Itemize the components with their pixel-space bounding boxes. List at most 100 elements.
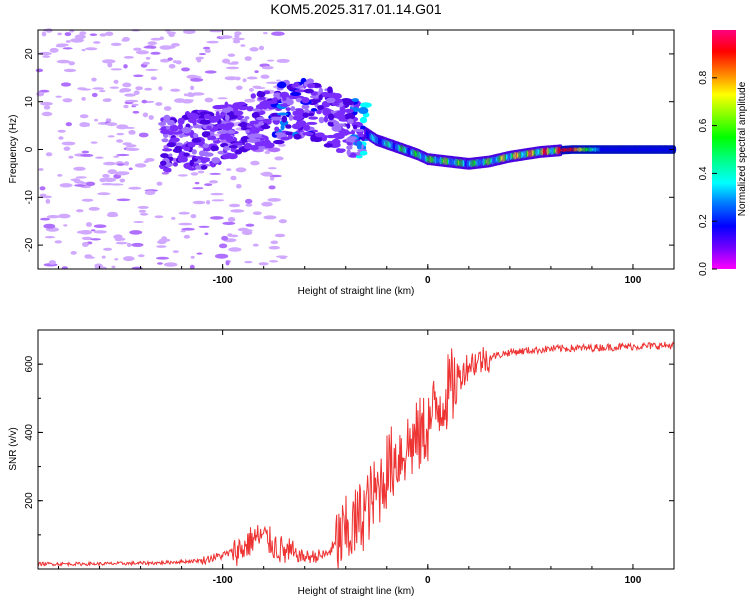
spectrogram-noise-blob (119, 88, 132, 93)
spectrogram-energy-blob (359, 150, 368, 156)
spectrogram-noise-blob (74, 184, 87, 187)
spectrogram-energy-blob (352, 124, 358, 130)
colorbar-tick-label: 0.0 (698, 262, 709, 276)
spectrogram-energy-blob (294, 89, 306, 93)
spectrogram-noise-blob (173, 60, 177, 64)
spectrogram-energy-blob (293, 133, 302, 140)
colorbar-gradient (712, 30, 736, 269)
spectrogram-noise-blob (150, 51, 161, 55)
spectrogram-noise-blob (244, 260, 253, 264)
x-tick-label: 0 (425, 275, 431, 286)
spectrogram-noise-blob (94, 263, 103, 269)
spectrogram-noise-blob (222, 58, 231, 64)
spectrogram-energy-blob (281, 115, 288, 123)
spectrogram-energy-blob (353, 107, 359, 113)
spectrogram-marks (35, 28, 677, 270)
spectrogram-noise-blob (128, 186, 142, 190)
spectrogram-energy-blob (347, 136, 358, 141)
spectrogram-energy-blob (280, 124, 285, 131)
spectrogram-energy-blob (258, 140, 270, 144)
spectrogram-energy-blob (307, 83, 316, 89)
spectrogram-energy-blob (165, 125, 171, 130)
spectrogram-energy-blob (359, 116, 368, 124)
spectrogram-energy-blob (302, 112, 310, 118)
spectrogram-energy-blob (189, 159, 194, 167)
snr-xlabel: Height of straight line (km) (298, 586, 415, 597)
spectrogram-noise-blob (90, 229, 96, 232)
spectrogram-noise-blob (142, 112, 149, 118)
spectrogram-energy-blob (225, 114, 230, 122)
spectrogram-noise-blob (211, 199, 225, 202)
spectrogram-noise-blob (123, 64, 128, 69)
spectrogram-noise-blob (171, 216, 176, 220)
spectrogram-noise-blob (132, 110, 140, 114)
spectrogram-noise-blob (79, 114, 89, 119)
spectrogram-noise-blob (261, 108, 273, 112)
spectrogram-energy-blob (232, 110, 244, 116)
spectrogram-noise-blob (55, 95, 62, 98)
spectrogram-noise-blob (82, 242, 89, 247)
spectrogram-noise-blob (276, 58, 290, 63)
spectrogram-noise-blob (232, 37, 245, 41)
spectrogram-noise-blob (131, 242, 144, 247)
spectrogram-noise-blob (278, 219, 287, 224)
spectrogram-noise-blob (190, 214, 197, 219)
spectrogram-noise-blob (124, 99, 139, 103)
spectrogram-noise-blob (242, 78, 247, 83)
spectrogram-noise-blob (46, 215, 60, 219)
spectrogram-energy-blob (285, 124, 292, 129)
spectrogram-noise-blob (246, 76, 258, 80)
spectrogram-energy-blob (251, 111, 260, 119)
spectrogram-energy-blob (262, 105, 268, 110)
snr-y-tick-label: 200 (24, 492, 35, 509)
spectrogram-noise-blob (270, 240, 279, 245)
spectrogram-energy-blob (207, 135, 212, 141)
spectrogram-noise-blob (244, 98, 256, 103)
spectrogram-noise-blob (79, 31, 87, 35)
spectrogram-energy-blob (262, 118, 272, 124)
colorbar: 0.0 0.2 0.4 0.6 0.8 Normalized spectral ampl… (698, 30, 748, 276)
spectrogram-energy-blob (252, 108, 262, 112)
spectrogram-noise-blob (258, 262, 269, 266)
spectrogram-energy-blob (167, 119, 175, 126)
spectrogram-energy-blob (226, 130, 236, 134)
spectrogram-noise-blob (137, 254, 145, 258)
spectrogram-noise-blob (264, 150, 271, 155)
spectrogram-energy-blob (225, 122, 235, 128)
spectrogram-energy-blob (259, 137, 265, 141)
spectrogram-noise-blob (59, 183, 73, 188)
spectrogram-noise-blob (54, 240, 62, 244)
spectrogram-energy-blob (286, 98, 294, 106)
spectrogram-noise-blob (93, 230, 107, 234)
spectrogram-noise-blob (172, 157, 177, 162)
spectrogram-energy-blob (285, 131, 294, 136)
spectrogram-noise-blob (122, 82, 132, 88)
spectrogram-energy-blob (285, 107, 291, 111)
spectrogram-noise-blob (121, 39, 130, 42)
spectrogram-noise-blob (68, 155, 74, 159)
spectrogram-noise-blob (260, 172, 272, 176)
spectrogram-noise-blob (89, 33, 98, 36)
spectrogram-noise-blob (111, 265, 116, 269)
spectrogram-energy-blob (194, 165, 203, 170)
spectrogram-energy-blob (325, 97, 336, 104)
spectrogram-noise-blob (116, 153, 130, 157)
spectrogram-noise-blob (171, 43, 180, 47)
spectrogram-energy-blob (316, 109, 322, 115)
spectrogram-noise-blob (62, 47, 73, 50)
spectrogram-energy-blob (223, 145, 231, 151)
spectrogram-noise-blob (168, 32, 175, 37)
snr-y-tick-label: 400 (24, 424, 35, 441)
spectrogram-noise-blob (58, 136, 64, 140)
spectrogram-energy-blob (276, 81, 287, 89)
spectrogram-noise-blob (181, 227, 195, 231)
spectrogram-energy-blob (321, 135, 328, 142)
spectrogram-noise-blob (260, 74, 270, 79)
spectrogram-energy-blob (160, 160, 167, 166)
spectrogram-energy-blob (352, 128, 365, 132)
spectrogram-energy-blob (339, 105, 346, 113)
spectrogram-energy-blob (169, 137, 180, 143)
spectrogram-noise-blob (81, 49, 86, 52)
spectrogram-noise-blob (143, 45, 157, 49)
